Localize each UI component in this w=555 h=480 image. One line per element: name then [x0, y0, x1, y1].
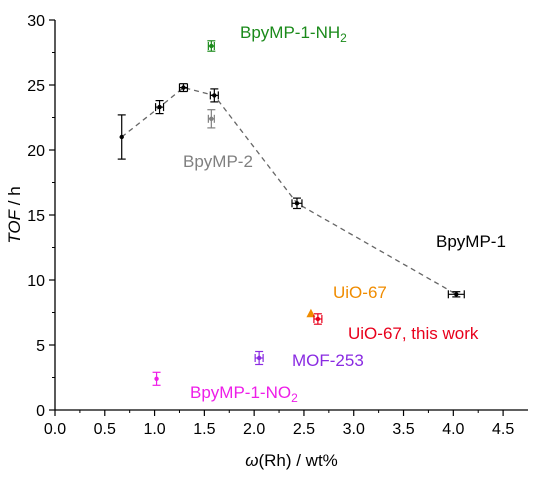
series-label-text: BpyMP-2: [183, 152, 253, 171]
data-point: [154, 99, 165, 115]
x-tick-label: 4.0: [442, 421, 464, 438]
tick-labels: 0.0 0.5 1.0 1.5 2.0 2.5 3.0 3.5 4.0 4.5 0 5 10 15 20 25…: [27, 13, 514, 438]
point-marker: [454, 292, 459, 297]
point-marker: [119, 134, 124, 140]
trend-line: [121, 86, 457, 295]
y-tick-label: 20: [27, 143, 45, 160]
point-marker: [256, 355, 262, 361]
series-label: UiO-67: [333, 283, 387, 302]
series-label-text: BpyMP-1: [436, 232, 506, 251]
series-label: BpyMP-2: [183, 152, 253, 171]
x-tick-label: 2.5: [293, 421, 315, 438]
y-axis-title: TOF / h: [5, 186, 24, 243]
point-marker: [212, 93, 217, 98]
x-axis-title: ω(Rh) / wt%: [245, 451, 338, 470]
trend-lines: [121, 86, 457, 295]
point-marker: [209, 116, 214, 122]
data-marks: [117, 40, 465, 386]
data-point: [306, 308, 316, 318]
y-tick-label: 25: [27, 78, 45, 95]
series-label-text: BpyMP-1-NH: [240, 23, 340, 42]
series-label: BpyMP-1-NO2: [190, 383, 298, 405]
y-tick-label: 5: [36, 338, 45, 355]
series-label-text: UiO-67: [333, 283, 387, 302]
ticks: [49, 19, 504, 416]
point-marker: [157, 104, 162, 110]
data-point: [152, 371, 161, 386]
point-marker: [181, 85, 186, 90]
data-point: [313, 313, 323, 325]
series-label-text: BpyMP-1-NO: [190, 383, 291, 402]
point-marker: [315, 316, 321, 322]
series-label: UiO-67, this work: [348, 324, 479, 343]
data-point: [254, 350, 264, 366]
data-point: [207, 40, 216, 52]
y-tick-label: 30: [27, 13, 45, 30]
point-marker: [154, 376, 159, 381]
x-axis-symbol: ω: [245, 451, 258, 470]
data-point: [447, 290, 465, 299]
x-tick-label: 0.0: [44, 421, 66, 438]
series-label-text: MOF-253: [292, 351, 364, 370]
series-label-text: UiO-67, this work: [348, 324, 479, 343]
y-tick-label: 10: [27, 273, 45, 290]
x-tick-label: 4.5: [492, 421, 514, 438]
y-axis-symbol: TOF: [5, 208, 24, 243]
x-tick-label: 1.0: [143, 421, 165, 438]
point-marker: [209, 43, 214, 49]
series-label: BpyMP-1-NH2: [240, 23, 347, 45]
series-label: MOF-253: [292, 351, 364, 370]
x-tick-label: 0.5: [94, 421, 116, 438]
y-tick-label: 15: [27, 208, 45, 225]
x-axis-rest: (Rh) / wt%: [258, 451, 337, 470]
x-tick-label: 2.0: [243, 421, 265, 438]
y-tick-label: 0: [36, 403, 45, 420]
point-marker: [294, 201, 300, 206]
data-point: [209, 88, 219, 103]
triangle-marker: [306, 308, 316, 318]
x-tick-label: 3.5: [392, 421, 414, 438]
series-label-subscript: 2: [340, 31, 347, 45]
y-axis-rest: / h: [5, 186, 24, 210]
x-tick-label: 1.5: [193, 421, 215, 438]
series-label: BpyMP-1: [436, 232, 506, 251]
data-point: [178, 83, 189, 93]
data-point: [291, 197, 303, 210]
data-point: [117, 114, 126, 160]
data-point: [207, 109, 216, 129]
series-label-subscript: 2: [291, 391, 298, 405]
x-tick-label: 3.0: [343, 421, 365, 438]
